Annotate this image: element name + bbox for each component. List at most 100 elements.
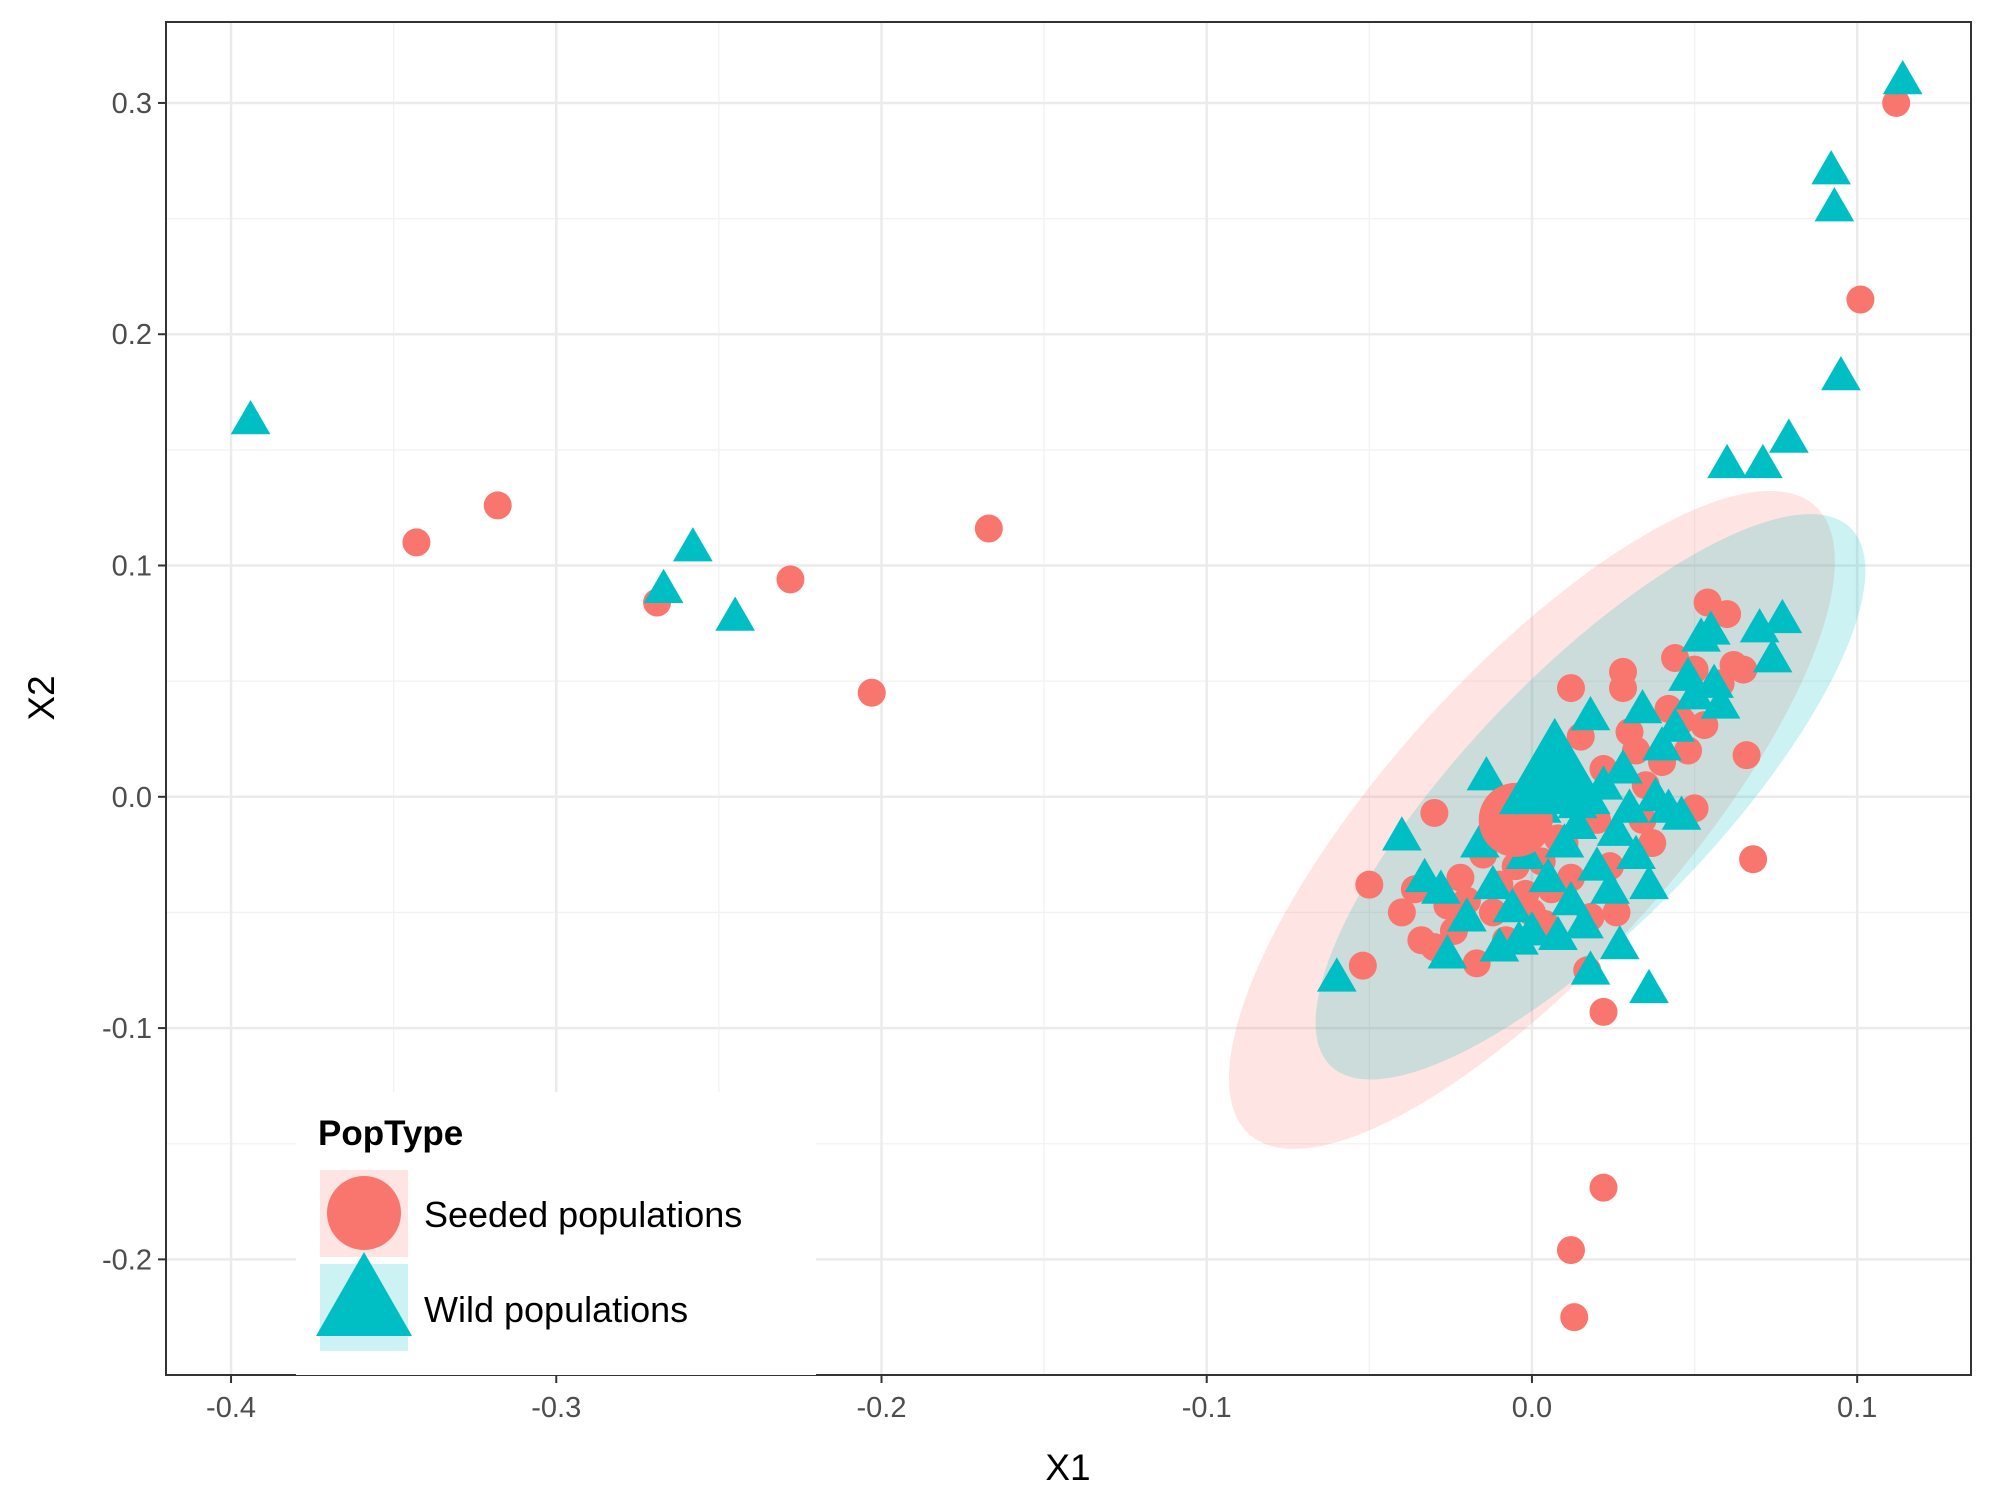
x-tick-label: -0.3 [531, 1392, 581, 1424]
legend: PopType Seeded populations Wild populati… [296, 1092, 816, 1375]
wild-point [1382, 816, 1422, 851]
seeded-point [1348, 951, 1377, 980]
seeded-point [1556, 863, 1585, 892]
seeded-point [1446, 863, 1475, 892]
wild-point [1769, 418, 1809, 453]
wild-point [1551, 881, 1591, 916]
wild-point [643, 568, 684, 604]
wild-point [1700, 684, 1741, 719]
seeded-point [1609, 674, 1638, 703]
seeded-point [1556, 674, 1585, 703]
seeded-point [974, 514, 1003, 543]
seeded-point [1387, 898, 1416, 927]
seeded-point [776, 565, 805, 594]
wild-point [1743, 443, 1783, 479]
y-tick-label: -0.1 [102, 1013, 152, 1045]
seeded-point [1638, 829, 1667, 858]
seeded-point [1622, 736, 1651, 765]
wild-point [1570, 696, 1611, 731]
wild-point [1694, 663, 1734, 698]
wild-point [1762, 598, 1803, 634]
wild-point [715, 596, 755, 631]
seeded-point [1602, 898, 1631, 927]
legend-label-seeded: Seeded populations [424, 1194, 742, 1235]
wild-point [1752, 638, 1793, 673]
wild-point [1821, 356, 1861, 391]
seeded-point [1420, 798, 1449, 827]
x-tick-label: -0.1 [1182, 1392, 1232, 1424]
wild-point [1629, 864, 1669, 900]
y-tick-label: 0.2 [112, 319, 152, 351]
wild-point [1655, 707, 1695, 742]
legend-key-wild-triangle [316, 1252, 412, 1336]
wild-point [1629, 968, 1669, 1004]
seeded-point [857, 678, 886, 707]
seeded-point [1739, 845, 1768, 874]
wild-point [1473, 864, 1513, 900]
x-tick-label: 0.1 [1837, 1392, 1877, 1424]
wild-point [1622, 689, 1663, 724]
y-axis-ticks: -0.2 -0.1 0.0 0.1 0.2 0.3 [102, 88, 166, 1276]
legend-title: PopType [318, 1114, 463, 1153]
wild-point [1707, 443, 1747, 479]
x-tick-label: 0.0 [1512, 1392, 1552, 1424]
group-centroids [1478, 717, 1611, 857]
wild-point [1557, 804, 1598, 839]
wild-point [1538, 915, 1578, 950]
panel-border [165, 21, 1972, 1376]
wild-point [1528, 857, 1569, 893]
legend-key-seeded-circle [327, 1176, 401, 1250]
data-points [230, 59, 1923, 1332]
wild-point [1570, 950, 1611, 985]
seeded-point [1589, 1173, 1618, 1202]
x-axis-ticks: -0.4 -0.3 -0.2 -0.1 0.0 0.1 [206, 1375, 1877, 1424]
y-tick-label: 0.3 [112, 88, 152, 120]
wild-point [1466, 756, 1507, 791]
wild-point [1564, 904, 1604, 939]
legend-label-wild: Wild populations [424, 1289, 688, 1330]
wild-point [1316, 957, 1357, 992]
wild-point [1421, 869, 1461, 904]
seeded-point [402, 528, 431, 557]
wild-point [230, 399, 271, 435]
seeded-point [1589, 997, 1618, 1026]
wild-point [1427, 934, 1468, 969]
x-axis-title: X1 [1045, 1447, 1090, 1488]
x-tick-label: -0.4 [206, 1392, 256, 1424]
seeded-point [1355, 870, 1384, 899]
wild-point [1674, 675, 1715, 710]
wild-centroid [1498, 717, 1611, 815]
wild-point [1882, 59, 1923, 95]
wild-point [1599, 924, 1640, 960]
seeded-point [1846, 285, 1875, 314]
wild-point [1596, 811, 1637, 846]
wild-point [1642, 726, 1682, 761]
seeded-point [1713, 600, 1742, 629]
wild-point [1811, 150, 1851, 185]
wild-point [1616, 834, 1656, 870]
wild-point [1603, 749, 1643, 784]
seeded-point [483, 491, 512, 520]
wild-point [1492, 887, 1533, 923]
wild-point [1739, 608, 1780, 643]
y-tick-label: 0.0 [112, 782, 152, 814]
wild-point [1590, 869, 1630, 904]
x-tick-label: -0.2 [857, 1392, 907, 1424]
wild-point [1661, 795, 1702, 830]
wild-point [1577, 846, 1617, 881]
wild-point [1544, 823, 1585, 858]
seeded-point [1729, 655, 1758, 684]
seeded-point [1560, 1303, 1589, 1332]
wild-point [1499, 920, 1539, 955]
y-tick-label: -0.2 [102, 1244, 152, 1276]
minor-gridlines [166, 22, 1971, 1375]
y-tick-label: 0.1 [112, 551, 152, 583]
wild-point [1460, 823, 1500, 858]
seeded-point [1674, 736, 1703, 765]
seeded-point [1882, 88, 1911, 117]
seeded-point [1732, 741, 1761, 770]
y-axis-title: X2 [21, 675, 62, 720]
wild-point [1814, 187, 1855, 222]
wild-point [1447, 897, 1487, 932]
